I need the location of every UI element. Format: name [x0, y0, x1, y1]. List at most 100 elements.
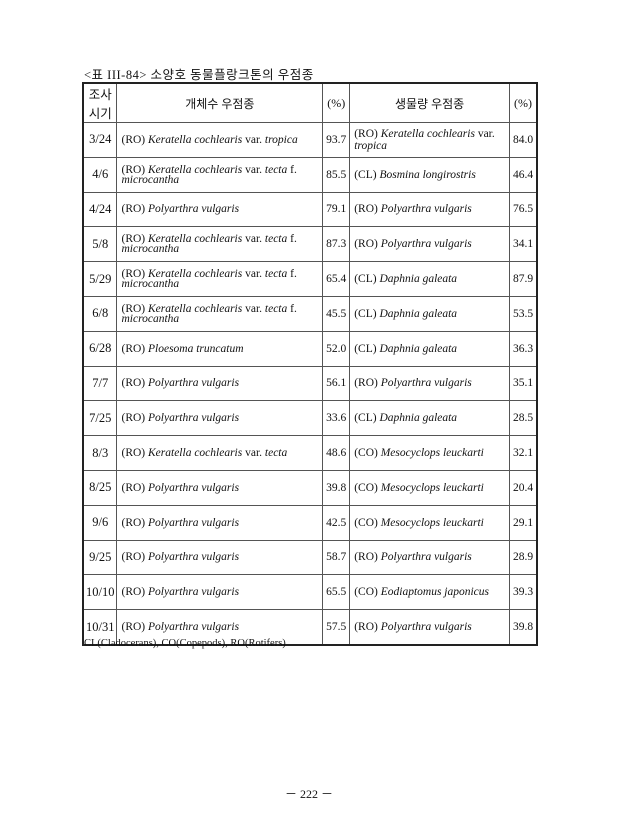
species-name: Polyarthra vulgaris [380, 203, 472, 216]
species-text: (CL) [354, 168, 380, 181]
species-text: (RO) [121, 133, 148, 146]
species-name: tecta [264, 233, 288, 246]
abundance-pct-cell: 79.1 [322, 191, 351, 228]
survey-date-cell: 10/31 [82, 609, 118, 646]
species-name: Ploesoma truncatum [148, 342, 244, 355]
abundance-species-cell: (RO) Polyarthra vulgaris [116, 365, 324, 402]
biomass-pct-cell: 53.5 [509, 295, 538, 332]
species-name: Mesocyclops leuckarti [380, 447, 484, 460]
species-name: microcantha [121, 243, 180, 256]
table-row: 10/31 (RO) Polyarthra vulgaris 57.5 (RO) Po… [82, 609, 538, 646]
species-text: f. [287, 302, 297, 315]
table-header-row: 조사시기 개체수 우점종 (%) 생물량 우점종 (%) [82, 82, 538, 123]
table-row: 4/6 (RO) Keratella cochlearis var. tecta … [82, 156, 538, 193]
abundance-species-cell: (RO) Keratella cochlearis var. tecta f. … [116, 295, 324, 332]
table-row: 9/25 (RO) Polyarthra vulgaris 58.7 (RO) Pol… [82, 539, 538, 576]
biomass-species-cell: (CO) Mesocyclops leuckarti [349, 469, 510, 506]
species-text: (CO) [354, 516, 381, 529]
species-text: (RO) [121, 377, 148, 390]
header-abundance-pct: (%) [322, 82, 351, 123]
biomass-pct-cell: 46.4 [509, 156, 538, 193]
biomass-pct-cell: 76.5 [509, 191, 538, 228]
species-text: (CL) [354, 307, 380, 320]
species-text: (RO) [121, 233, 148, 246]
species-name: tecta [264, 302, 288, 315]
abundance-pct-cell: 58.7 [322, 539, 351, 576]
biomass-species-cell: (RO) Polyarthra vulgaris [349, 226, 510, 263]
table-row: 5/8 (RO) Keratella cochlearis var. tecta … [82, 226, 538, 263]
species-text: (RO) [354, 551, 381, 564]
species-text: (RO) [121, 447, 148, 460]
biomass-pct-cell: 84.0 [509, 122, 538, 158]
header-biomass-pct: (%) [509, 82, 538, 123]
abundance-pct-cell: 87.3 [322, 226, 351, 263]
biomass-pct-cell: 39.3 [509, 574, 538, 611]
species-text: (CL) [354, 412, 380, 425]
species-text: (CO) [354, 481, 381, 494]
species-text: (RO) [354, 238, 381, 251]
biomass-species-cell: (CO) Mesocyclops leuckarti [349, 504, 510, 541]
biomass-species-cell: (RO) Polyarthra vulgaris [349, 191, 510, 228]
species-name: Mesocyclops leuckarti [380, 481, 484, 494]
species-name: Polyarthra vulgaris [148, 621, 240, 634]
survey-date-cell: 7/25 [82, 400, 118, 437]
species-text: var. [242, 163, 265, 176]
species-name: Keratella cochlearis [148, 447, 243, 460]
species-name: Polyarthra vulgaris [380, 238, 472, 251]
header-survey-date: 조사시기 [82, 82, 118, 123]
biomass-pct-cell: 87.9 [509, 261, 538, 297]
species-text: var. [242, 233, 265, 246]
table-row: 7/25 (RO) Polyarthra vulgaris 33.6 (CL) Dap… [82, 400, 538, 437]
biomass-pct-cell: 20.4 [509, 469, 538, 506]
survey-date-cell: 10/10 [82, 574, 118, 611]
species-name: tropica [264, 133, 298, 146]
species-text: (RO) [121, 586, 148, 599]
species-text: f. [287, 163, 297, 176]
species-text: (RO) [121, 203, 148, 216]
survey-date-cell: 8/3 [82, 435, 118, 471]
table-caption: <표 III-84> 소양호 동물플랑크톤의 우점종 [84, 68, 314, 82]
species-name: Mesocyclops leuckarti [380, 516, 484, 529]
header-abundance-dominant: 개체수 우점종 [116, 82, 324, 123]
species-text: f. [287, 268, 297, 281]
species-name: Keratella cochlearis [148, 268, 243, 281]
abundance-species-cell: (RO) Keratella cochlearis var. tecta [116, 435, 324, 471]
species-text: (CL) [354, 273, 380, 286]
abundance-pct-cell: 93.7 [322, 122, 351, 158]
biomass-pct-cell: 28.9 [509, 539, 538, 576]
abundance-pct-cell: 48.6 [322, 435, 351, 471]
page-number: － 222 － [284, 787, 333, 801]
abundance-species-cell: (RO) Polyarthra vulgaris [116, 400, 324, 437]
species-text: (RO) [121, 163, 148, 176]
abundance-species-cell: (RO) Ploesoma truncatum [116, 330, 324, 367]
biomass-pct-cell: 34.1 [509, 226, 538, 263]
species-name: Polyarthra vulgaris [380, 377, 472, 390]
biomass-pct-cell: 39.8 [509, 609, 538, 646]
survey-date-cell: 6/28 [82, 330, 118, 367]
survey-date-cell: 5/29 [82, 261, 118, 297]
biomass-species-cell: (CL) Daphnia galeata [349, 261, 510, 297]
survey-date-cell: 7/7 [82, 365, 118, 402]
species-name: microcantha [121, 312, 180, 325]
species-name: Keratella cochlearis [148, 163, 243, 176]
biomass-species-cell: (RO) Keratella cochlearis var. tropica [349, 122, 510, 158]
abundance-species-cell: (RO) Polyarthra vulgaris [116, 469, 324, 506]
species-name: microcantha [121, 173, 180, 186]
species-name: Polyarthra vulgaris [148, 551, 240, 564]
species-name: Daphnia galeata [379, 307, 458, 320]
survey-date-cell: 4/24 [82, 191, 118, 228]
table-row: 7/7 (RO) Polyarthra vulgaris 56.1 (RO) Poly… [82, 365, 538, 402]
survey-date-cell: 6/8 [82, 295, 118, 332]
survey-date-cell: 5/8 [82, 226, 118, 263]
species-text: (RO) [121, 412, 148, 425]
abundance-pct-cell: 57.5 [322, 609, 351, 646]
species-text: (RO) [121, 516, 148, 529]
species-text: (RO) [354, 203, 381, 216]
table-row: 4/24 (RO) Polyarthra vulgaris 79.1 (RO) Pol… [82, 191, 538, 228]
species-name: microcantha [121, 278, 180, 291]
biomass-species-cell: (CL) Daphnia galeata [349, 400, 510, 437]
species-text: (RO) [354, 127, 381, 140]
species-name: Polyarthra vulgaris [148, 412, 240, 425]
biomass-pct-cell: 29.1 [509, 504, 538, 541]
